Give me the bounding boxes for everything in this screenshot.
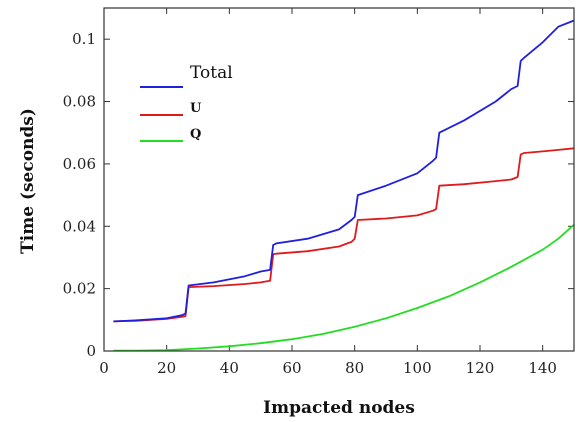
x-tick-label: 40 [220,359,239,377]
x-tick-label: 100 [403,359,432,377]
y-tick-label: 0 [86,342,96,360]
y-tick-label: 0.06 [63,155,96,173]
plot-frame [103,7,575,352]
x-tick-label: 120 [466,359,495,377]
legend-label-total: Total [190,63,233,83]
y-tick-label: 0.08 [63,93,96,111]
series-line-total [113,19,574,323]
y-tick-label: 0.02 [63,280,96,298]
x-tick-label: 0 [99,359,109,377]
plot-area: 0 20 40 60 80 100 120 140 0 0.02 0.04 0.06 0.08 0.1 To… [63,7,575,377]
x-tick-label: 60 [282,359,301,377]
series-line-q [113,224,574,351]
y-tick-label: 0.1 [72,30,96,48]
y-tick-label: 0.04 [63,217,96,235]
legend-label-u: U [190,101,202,116]
x-tick-label: 140 [528,359,557,377]
legend-label-q: Q [190,127,201,142]
y-axis-title-group: Time (seconds) [18,108,38,254]
series-line-u [113,147,574,323]
x-tick-label: 80 [345,359,364,377]
x-tick-label: 20 [157,359,176,377]
x-axis-title: Impacted nodes [263,398,415,418]
y-axis-title: Time (seconds) [18,108,38,254]
